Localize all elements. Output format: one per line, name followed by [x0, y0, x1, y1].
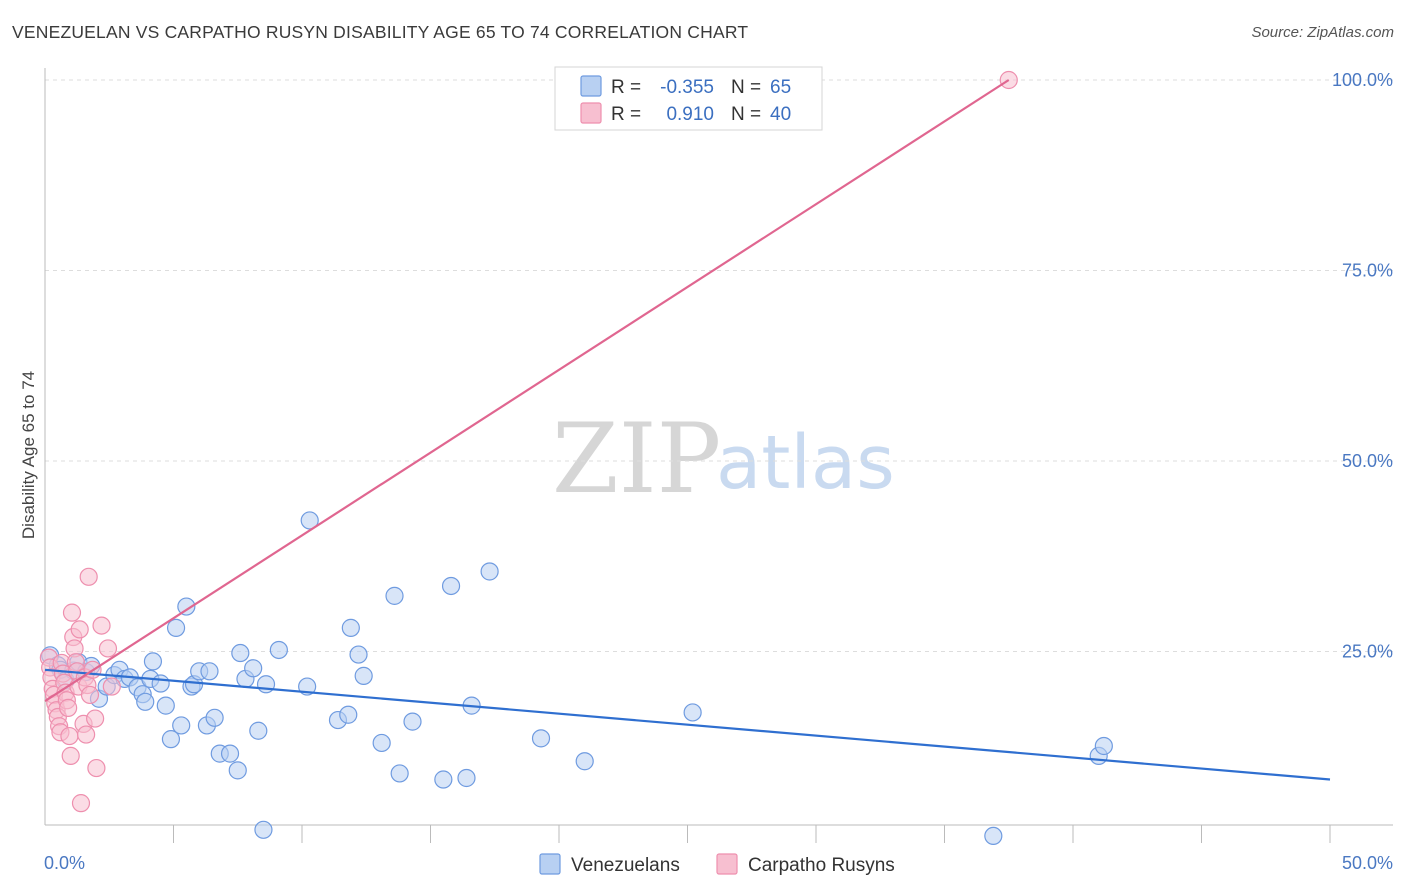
- venezuelans-point: [300, 511, 319, 530]
- venezuelans-point: [143, 652, 163, 671]
- watermark-atlas: atlas: [716, 420, 895, 506]
- legend-n-value-carpatho-rusyns: 40: [770, 104, 791, 125]
- venezuelans-point: [244, 659, 263, 678]
- carpatho-rusyns-point: [70, 620, 89, 639]
- venezuelans-point: [161, 730, 181, 749]
- venezuelans-trend-line: [44, 668, 1331, 781]
- venezuelans-point: [349, 645, 368, 664]
- carpatho-rusyns-point: [80, 685, 100, 705]
- carpatho-rusyns-point: [71, 794, 91, 813]
- carpatho-rusyns-point: [79, 567, 98, 586]
- carpatho-rusyns-point: [92, 616, 111, 635]
- venezuelans-point: [984, 826, 1003, 846]
- y-tick-label: 75.0%: [1342, 261, 1393, 281]
- watermark: ZIP atlas: [552, 403, 895, 515]
- venezuelans-point: [254, 820, 273, 839]
- venezuelans-point: [683, 703, 702, 722]
- legend-r-label: R =: [611, 77, 641, 98]
- venezuelans-point: [166, 618, 186, 637]
- venezuelans-point: [136, 692, 155, 711]
- venezuelans-point: [205, 708, 224, 727]
- venezuelans-point: [385, 586, 404, 605]
- venezuelans-point: [220, 744, 240, 763]
- legend-label-carpatho-rusyns[interactable]: Carpatho Rusyns: [748, 855, 895, 876]
- legend-label-venezuelans[interactable]: Venezuelans: [571, 855, 680, 876]
- carpatho-rusyns-point: [59, 698, 78, 717]
- carpatho-rusyns-point: [98, 639, 118, 658]
- correlation-legend: R = -0.355 N = 65 R = 0.910 N = 40: [554, 66, 823, 131]
- venezuelans-point: [403, 712, 422, 731]
- venezuelans-point: [531, 729, 551, 748]
- series-legend: Venezuelans Carpatho Rusyns: [539, 853, 895, 876]
- carpatho-rusyns-point: [60, 726, 79, 746]
- legend-r-value-venezuelans: -0.355: [660, 77, 714, 98]
- y-axis-tick-labels: 25.0% 50.0% 75.0% 100.0%: [1332, 70, 1393, 662]
- carpatho-rusyns-point: [61, 746, 80, 765]
- venezuelans-point: [177, 597, 196, 616]
- venezuelans-point: [151, 674, 170, 693]
- venezuelans-point: [575, 752, 594, 771]
- venezuelans-point: [231, 643, 250, 663]
- carpatho-rusyns-point: [87, 758, 106, 778]
- x-tick-label-max: 50.0%: [1342, 853, 1393, 873]
- y-tick-label: 100.0%: [1332, 70, 1393, 90]
- venezuelans-point: [480, 562, 499, 581]
- venezuelans-point: [434, 770, 453, 789]
- carpatho-rusyns-point: [102, 677, 121, 696]
- chart-title: VENEZUELAN VS CARPATHO RUSYN DISABILITY …: [12, 22, 749, 42]
- venezuelans-point: [172, 716, 191, 735]
- legend-swatch-venezuelans: [580, 75, 602, 97]
- venezuelans-point: [372, 733, 391, 753]
- venezuelans-point: [441, 576, 461, 596]
- legend-n-value-venezuelans: 65: [770, 77, 791, 98]
- legend-swatch-carpatho-rusyns: [580, 102, 602, 124]
- venezuelans-point: [228, 761, 247, 780]
- legend-r-label: R =: [611, 104, 641, 125]
- y-tick-label: 50.0%: [1342, 451, 1393, 471]
- venezuelans-point: [339, 705, 358, 724]
- carpatho-rusyns-point: [62, 603, 82, 622]
- venezuelans-point: [200, 662, 219, 681]
- legend-n-label: N =: [731, 104, 761, 125]
- gridlines: [45, 79, 1393, 652]
- venezuelans-point: [354, 666, 373, 685]
- legend-n-label: N =: [731, 77, 761, 98]
- venezuelans-point: [341, 618, 360, 637]
- legend-swatch-carpatho-rusyns[interactable]: [716, 853, 738, 875]
- y-tick-label: 25.0%: [1342, 642, 1393, 662]
- venezuelans-points: [41, 511, 1113, 846]
- legend-r-value-carpatho-rusyns: 0.910: [666, 104, 714, 125]
- venezuelans-point: [1094, 736, 1113, 756]
- carpatho-rusyns-points: [39, 70, 1018, 813]
- x-axis-ticks: [173, 825, 1331, 843]
- watermark-zip: ZIP: [552, 403, 721, 515]
- venezuelans-point: [156, 696, 175, 715]
- venezuelans-point: [249, 721, 268, 740]
- venezuelans-point: [457, 768, 476, 788]
- source-credit: Source: ZipAtlas.com: [1251, 24, 1394, 41]
- carpatho-rusyns-point: [77, 725, 96, 744]
- venezuelans-point: [269, 640, 288, 660]
- carpatho-rusyns-trend-line: [44, 79, 1010, 702]
- y-axis-label: Disability Age 65 to 74: [19, 371, 38, 539]
- venezuelans-point: [390, 764, 409, 783]
- legend-swatch-venezuelans[interactable]: [539, 853, 561, 875]
- x-tick-label-min: 0.0%: [44, 853, 85, 873]
- carpatho-rusyns-point: [86, 709, 105, 728]
